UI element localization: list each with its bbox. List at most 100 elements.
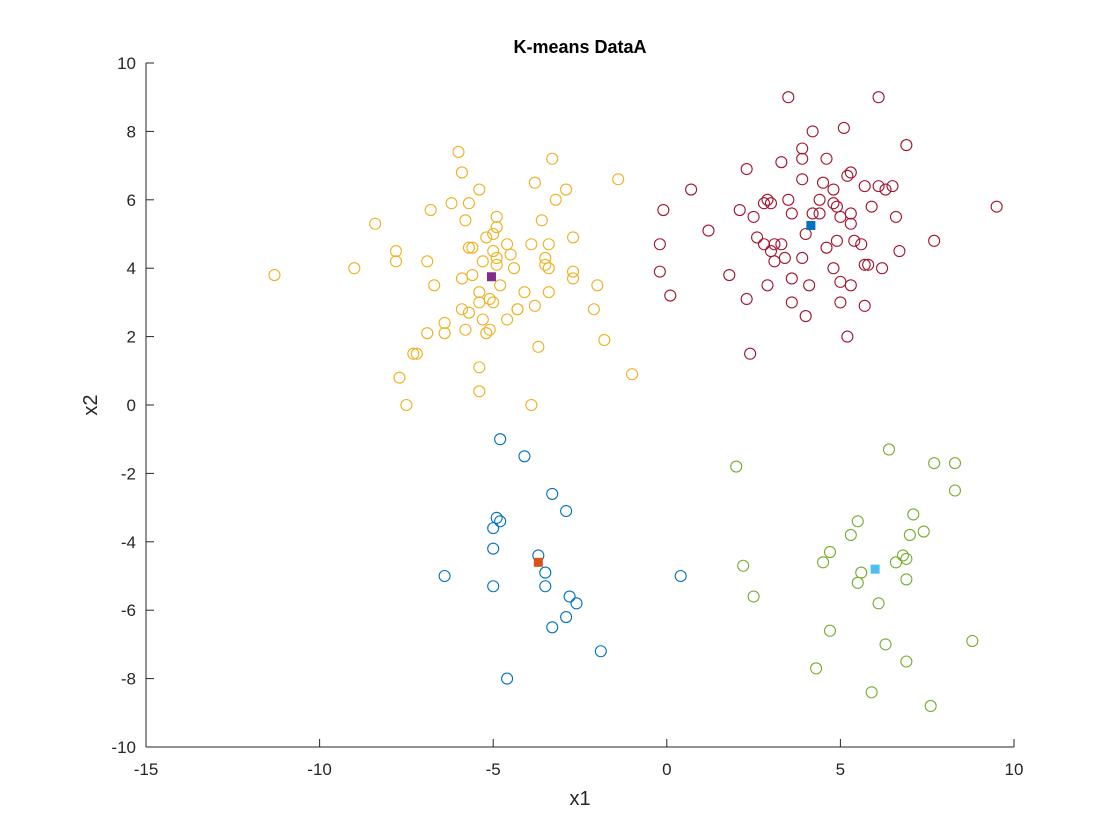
data-point — [674, 569, 687, 583]
data-point — [761, 279, 774, 292]
data-point — [966, 634, 979, 648]
data-point — [487, 522, 500, 535]
centroid-marker — [806, 220, 816, 230]
data-point — [844, 207, 857, 220]
data-point — [785, 272, 798, 285]
data-point — [542, 238, 555, 251]
centroid-marker — [486, 272, 496, 282]
data-point — [893, 245, 906, 258]
data-point — [462, 197, 475, 210]
data-point — [560, 183, 573, 196]
data-point — [546, 152, 559, 165]
data-point — [483, 323, 496, 336]
data-point — [782, 91, 795, 104]
data-point — [900, 139, 913, 152]
y-tick-label: -6 — [121, 601, 136, 620]
data-point — [525, 238, 538, 251]
data-point — [799, 310, 812, 323]
data-point — [525, 398, 538, 412]
data-point — [882, 443, 896, 456]
data-point — [504, 248, 517, 261]
data-point — [740, 292, 753, 306]
data-point — [567, 272, 580, 285]
data-point — [455, 166, 469, 179]
data-point — [862, 258, 875, 271]
data-point — [466, 268, 479, 282]
data-point — [813, 207, 826, 220]
y-tick-label: 6 — [127, 191, 136, 210]
data-point — [539, 258, 552, 271]
data-point — [806, 125, 819, 138]
data-point — [733, 204, 746, 217]
data-point — [476, 255, 489, 268]
data-point — [490, 258, 503, 271]
data-point — [480, 327, 493, 340]
data-point — [768, 255, 781, 268]
data-point — [896, 549, 909, 562]
data-point — [518, 286, 531, 299]
x-tick-label: 10 — [1005, 760, 1024, 779]
data-point — [823, 624, 837, 637]
y-axis-label: x2 — [80, 394, 102, 415]
data-point — [872, 180, 885, 193]
data-point — [903, 528, 916, 542]
data-point — [563, 590, 576, 603]
data-point — [539, 580, 552, 593]
data-point — [761, 193, 774, 206]
data-point — [494, 279, 507, 292]
data-point — [757, 197, 771, 210]
data-point — [570, 597, 583, 610]
y-tick-label: -8 — [121, 670, 136, 689]
data-point — [452, 145, 465, 158]
data-point — [757, 238, 771, 251]
data-point — [459, 214, 472, 227]
x-tick-label: -5 — [486, 760, 501, 779]
data-point — [685, 183, 698, 196]
data-point — [834, 296, 847, 309]
data-point — [827, 197, 840, 210]
data-point — [487, 227, 500, 241]
data-point — [369, 217, 382, 230]
data-point — [948, 457, 962, 470]
y-tick-label: -2 — [121, 464, 136, 483]
data-point — [841, 330, 854, 343]
data-point — [827, 262, 840, 275]
data-point — [483, 292, 496, 306]
data-point — [546, 487, 559, 500]
data-point — [928, 457, 941, 470]
data-point — [473, 361, 486, 374]
data-point — [803, 279, 816, 292]
data-point — [813, 193, 826, 206]
x-tick-label: -15 — [134, 760, 159, 779]
data-point — [841, 169, 854, 182]
axes: -15 -10 -5 0 5 10 -10 -8 -6 -4 -2 0 2 4 6 8 10 — [111, 54, 1023, 779]
data-point — [796, 142, 809, 155]
data-point — [858, 258, 871, 271]
data-point — [796, 173, 809, 186]
data-point — [785, 207, 798, 220]
data-point — [900, 573, 913, 586]
data-point — [907, 508, 920, 521]
data-point — [816, 176, 830, 189]
data-point — [858, 180, 871, 193]
data-point — [827, 183, 840, 196]
data-point — [560, 610, 573, 624]
data-point — [487, 542, 500, 555]
data-point — [487, 580, 500, 593]
data-point — [830, 200, 843, 213]
data-point — [501, 313, 514, 326]
data-point — [539, 566, 552, 579]
series-3 — [438, 433, 687, 685]
data-point — [539, 251, 552, 264]
data-point — [778, 251, 791, 264]
data-point — [389, 255, 403, 268]
centroid-marker — [533, 557, 543, 567]
data-point — [653, 265, 666, 278]
centroid-marker — [870, 564, 880, 574]
data-point — [542, 262, 555, 275]
series-4 — [730, 443, 979, 713]
data-point — [751, 231, 764, 244]
data-point — [990, 200, 1003, 213]
data-point — [879, 638, 892, 651]
data-points — [268, 91, 1003, 713]
